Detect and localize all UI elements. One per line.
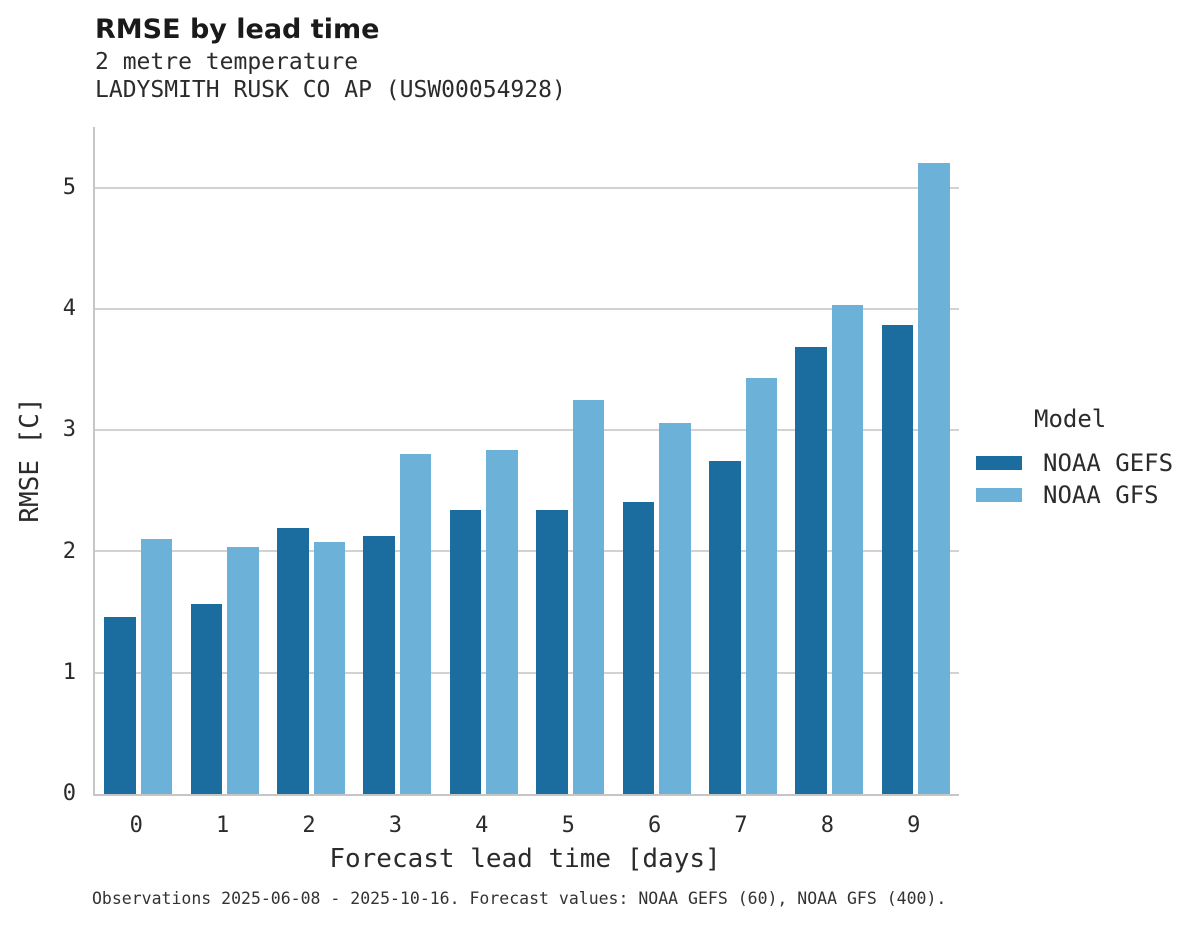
x-tick-label-5: 5 <box>561 813 575 838</box>
x-tick-label-9: 9 <box>907 813 921 838</box>
legend-item-gfs: NOAA GFS <box>976 479 1173 511</box>
y-tick-label-1: 1 <box>62 659 76 685</box>
bar-gefs-lead-5 <box>536 510 568 794</box>
x-tick-label-3: 3 <box>388 813 403 838</box>
bar-gefs-lead-4 <box>449 510 482 794</box>
bar-gfs-lead-6 <box>659 422 691 794</box>
bar-gfs-lead-3 <box>399 454 432 794</box>
bar-gefs-lead-9 <box>881 324 914 794</box>
legend-label: NOAA GFS <box>1043 481 1159 509</box>
x-tick-label-6: 6 <box>647 813 662 838</box>
bar-gfs-lead-1 <box>227 546 259 794</box>
y-tick-label-4: 4 <box>62 295 76 321</box>
legend-title: Model <box>1034 405 1107 433</box>
legend-item-gefs: NOAA GEFS <box>976 447 1173 479</box>
bar-gefs-lead-3 <box>363 535 395 794</box>
bar-gfs-lead-7 <box>745 378 777 794</box>
x-tick-label-0: 0 <box>129 813 143 838</box>
x-axis-label: Forecast lead time [days] <box>329 844 721 874</box>
x-tick-label-1: 1 <box>215 813 230 838</box>
legend-swatch-gfs <box>976 488 1022 502</box>
chart-subtitle-station: LADYSMITH RUSK CO AP (USW00054928) <box>95 77 566 103</box>
y-axis-label: RMSE [C] <box>15 397 45 523</box>
plot-area <box>93 127 959 796</box>
y-tick-label-0: 0 <box>62 781 76 806</box>
gridline-y-2 <box>95 550 959 553</box>
chart-subtitle-variable: 2 metre temperature <box>95 49 359 75</box>
x-tick-label-7: 7 <box>734 813 748 838</box>
x-tick-label-4: 4 <box>475 813 489 838</box>
legend-label: NOAA GEFS <box>1043 449 1174 477</box>
bar-gefs-lead-6 <box>622 501 655 794</box>
gridline-y-4 <box>95 307 959 310</box>
caption: Observations 2025-06-08 - 2025-10-16. Fo… <box>92 889 947 908</box>
y-tick-label-2: 2 <box>62 538 76 564</box>
y-tick-label-5: 5 <box>62 174 76 200</box>
gridline-y-1 <box>95 671 959 674</box>
bar-gfs-lead-2 <box>313 541 345 794</box>
bar-gfs-lead-9 <box>918 163 950 794</box>
x-tick-label-2: 2 <box>302 813 316 838</box>
bar-gefs-lead-1 <box>190 603 223 794</box>
legend-items: NOAA GEFS NOAA GFS <box>976 447 1173 511</box>
bar-gfs-lead-4 <box>486 449 518 794</box>
legend-swatch-gefs <box>976 456 1022 470</box>
y-tick-label-3: 3 <box>62 417 76 443</box>
gridline-y-3 <box>95 429 959 432</box>
bar-gefs-lead-8 <box>795 346 827 794</box>
bar-gefs-lead-2 <box>277 528 309 794</box>
bar-gefs-lead-7 <box>709 460 741 794</box>
legend: Model NOAA GEFS NOAA GFS <box>976 405 1173 511</box>
gridline-y-5 <box>95 186 959 189</box>
bar-gfs-lead-0 <box>140 539 173 794</box>
bar-gfs-lead-5 <box>572 399 605 794</box>
bar-gefs-lead-0 <box>104 616 136 794</box>
bar-gfs-lead-8 <box>831 305 864 794</box>
x-tick-label-8: 8 <box>820 813 835 838</box>
chart-title: RMSE by lead time <box>95 14 380 45</box>
